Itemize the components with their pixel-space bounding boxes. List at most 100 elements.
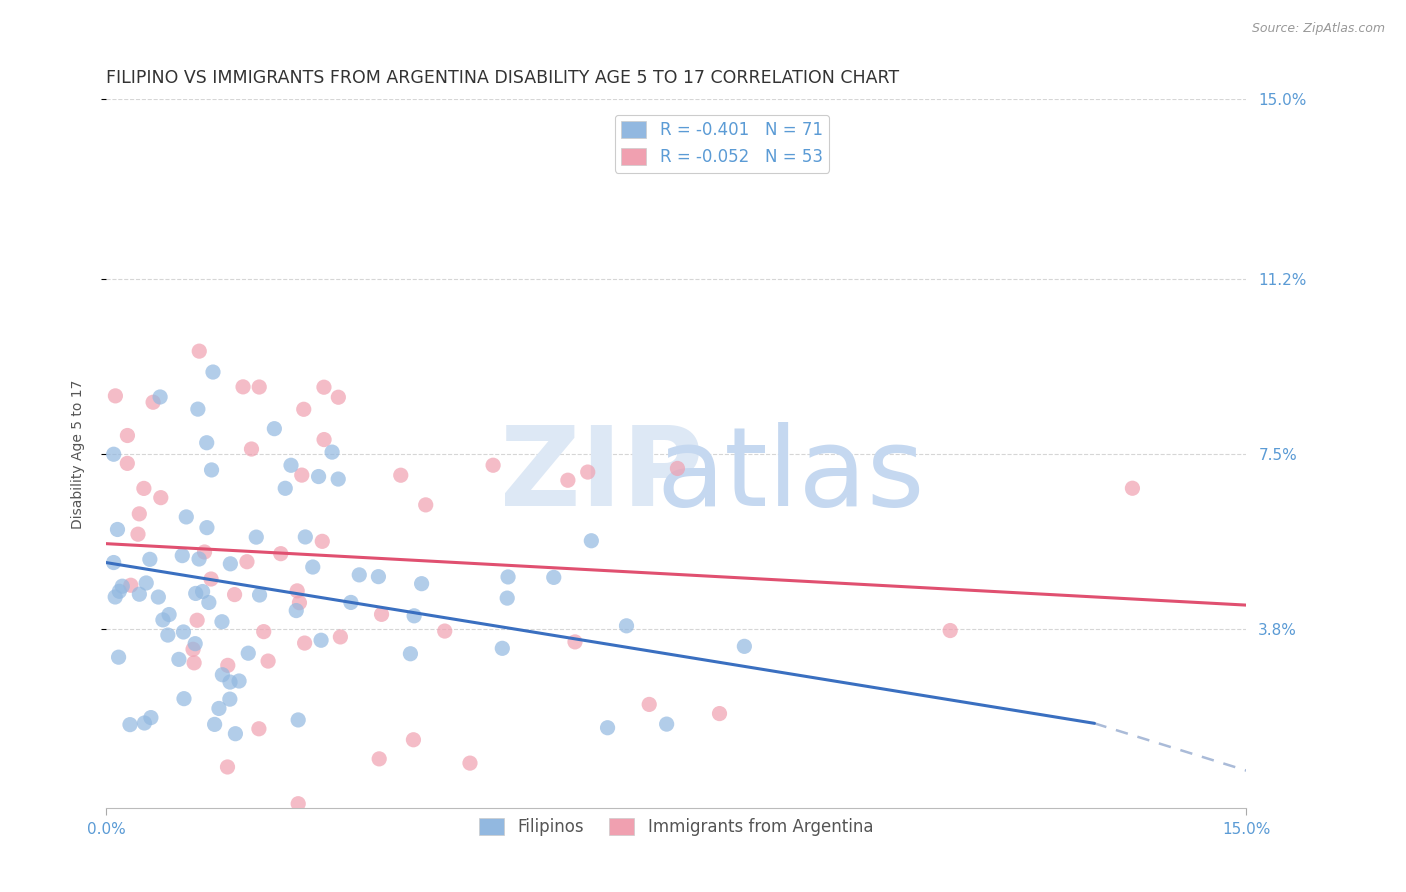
Point <box>157 607 180 622</box>
Point <box>349 567 371 582</box>
Point <box>292 402 315 417</box>
Point <box>249 588 271 602</box>
Point <box>139 552 162 566</box>
Point <box>149 491 172 505</box>
Point <box>132 482 155 496</box>
Point <box>186 613 208 627</box>
Text: Source: ZipAtlas.com: Source: ZipAtlas.com <box>1251 22 1385 36</box>
Point <box>211 667 233 681</box>
Point <box>156 628 179 642</box>
Point <box>152 613 174 627</box>
Point <box>128 587 150 601</box>
Point <box>247 722 270 736</box>
Point <box>174 510 197 524</box>
Point <box>638 698 661 712</box>
Point <box>219 675 242 690</box>
Point <box>312 380 335 394</box>
Point <box>188 344 211 359</box>
Point <box>183 656 205 670</box>
Point <box>433 624 456 638</box>
Point <box>236 555 259 569</box>
Y-axis label: Disability Age 5 to 17: Disability Age 5 to 17 <box>72 379 86 528</box>
Point <box>1121 481 1143 495</box>
Point <box>411 576 433 591</box>
Point <box>118 717 141 731</box>
Point <box>287 797 309 811</box>
Point <box>491 641 513 656</box>
Point <box>311 534 333 549</box>
Point <box>224 727 246 741</box>
Point <box>328 390 350 404</box>
Point <box>247 380 270 394</box>
Text: ZIP: ZIP <box>501 422 704 529</box>
Point <box>274 481 297 495</box>
Point <box>733 640 755 654</box>
Point <box>201 365 224 379</box>
Point <box>557 473 579 487</box>
Point <box>200 572 222 586</box>
Point <box>167 652 190 666</box>
Point <box>193 545 215 559</box>
Point <box>240 442 263 456</box>
Point <box>198 595 221 609</box>
Point <box>204 717 226 731</box>
Point <box>496 591 519 606</box>
Point <box>576 465 599 479</box>
Point <box>149 390 172 404</box>
Point <box>301 560 323 574</box>
Point <box>188 552 211 566</box>
Point <box>107 650 129 665</box>
Point <box>181 642 204 657</box>
Point <box>195 435 218 450</box>
Point <box>616 619 638 633</box>
Point <box>195 521 218 535</box>
Point <box>142 395 165 409</box>
Point <box>219 557 242 571</box>
Point <box>291 468 314 483</box>
Point <box>172 549 194 563</box>
Point <box>581 533 603 548</box>
Point <box>402 732 425 747</box>
Point <box>228 673 250 688</box>
Point <box>309 633 332 648</box>
Point <box>128 507 150 521</box>
Point <box>238 646 260 660</box>
Point <box>103 556 125 570</box>
Point <box>285 604 308 618</box>
Point <box>308 469 330 483</box>
Point <box>564 635 586 649</box>
Point <box>187 402 209 417</box>
Point <box>184 637 207 651</box>
Point <box>134 716 156 731</box>
Point <box>287 713 309 727</box>
Point <box>389 468 412 483</box>
Point <box>709 706 731 721</box>
Point <box>172 624 194 639</box>
Point <box>108 584 131 599</box>
Point <box>103 447 125 461</box>
Point <box>368 752 391 766</box>
Point <box>224 588 246 602</box>
Point <box>117 428 139 442</box>
Point <box>294 636 316 650</box>
Point <box>245 530 267 544</box>
Point <box>208 701 231 715</box>
Point <box>328 472 350 486</box>
Point <box>280 458 302 473</box>
Point <box>107 523 129 537</box>
Point <box>596 721 619 735</box>
Point <box>111 579 134 593</box>
Point <box>104 590 127 604</box>
Point <box>321 445 343 459</box>
Point <box>666 461 689 475</box>
Text: FILIPINO VS IMMIGRANTS FROM ARGENTINA DISABILITY AGE 5 TO 17 CORRELATION CHART: FILIPINO VS IMMIGRANTS FROM ARGENTINA DI… <box>105 69 900 87</box>
Point <box>288 596 311 610</box>
Point <box>257 654 280 668</box>
Point <box>173 691 195 706</box>
Point <box>340 595 363 609</box>
Point <box>367 569 389 583</box>
Point <box>655 717 678 731</box>
Point <box>200 463 222 477</box>
Point <box>148 590 170 604</box>
Legend: Filipinos, Immigrants from Argentina: Filipinos, Immigrants from Argentina <box>472 811 880 843</box>
